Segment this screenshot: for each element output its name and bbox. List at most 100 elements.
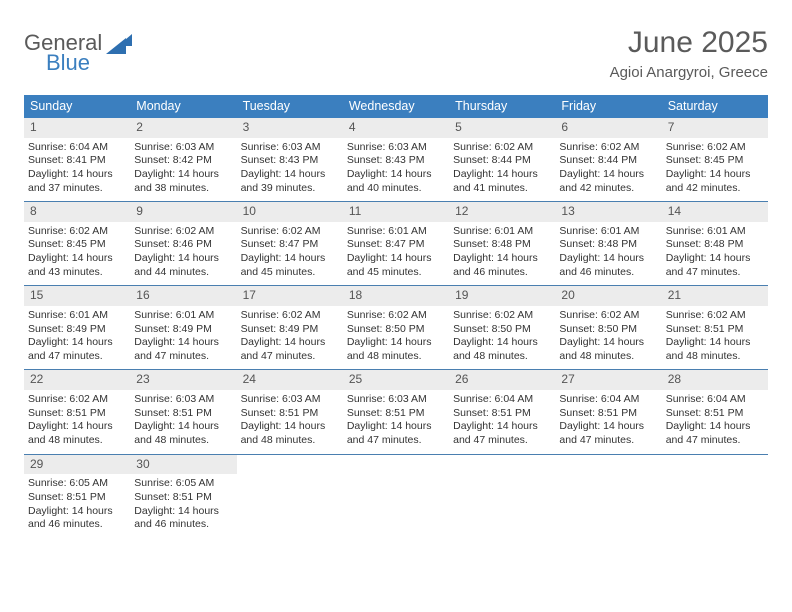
daylight-text: Daylight: 14 hours [28, 505, 126, 519]
daylight-text: and 43 minutes. [28, 266, 126, 280]
calendar-week: 1Sunrise: 6:04 AMSunset: 8:41 PMDaylight… [24, 118, 768, 201]
logo: General Blue [24, 26, 134, 74]
daylight-text: Daylight: 14 hours [666, 336, 764, 350]
daylight-text: Daylight: 14 hours [453, 168, 551, 182]
calendar-cell: 22Sunrise: 6:02 AMSunset: 8:51 PMDayligh… [24, 370, 130, 453]
calendar-cell: 20Sunrise: 6:02 AMSunset: 8:50 PMDayligh… [555, 286, 661, 369]
sunrise-text: Sunrise: 6:02 AM [453, 141, 551, 155]
daylight-text: Daylight: 14 hours [28, 168, 126, 182]
daylight-text: and 48 minutes. [453, 350, 551, 364]
sunset-text: Sunset: 8:43 PM [347, 154, 445, 168]
day-header: Sunday [24, 95, 130, 118]
daylight-text: and 42 minutes. [666, 182, 764, 196]
sunset-text: Sunset: 8:51 PM [666, 323, 764, 337]
sunset-text: Sunset: 8:45 PM [28, 238, 126, 252]
day-number: 10 [237, 202, 343, 222]
calendar-cell: 19Sunrise: 6:02 AMSunset: 8:50 PMDayligh… [449, 286, 555, 369]
sunset-text: Sunset: 8:47 PM [347, 238, 445, 252]
sunrise-text: Sunrise: 6:04 AM [453, 393, 551, 407]
calendar-cell: 9Sunrise: 6:02 AMSunset: 8:46 PMDaylight… [130, 202, 236, 285]
calendar-cell: 17 Sunrise: 6:02 AMSunset: 8:49 PMDayligh… [237, 286, 343, 369]
daylight-text: Daylight: 14 hours [134, 252, 232, 266]
sunrise-text: Sunrise: 6:02 AM [28, 393, 126, 407]
calendar-cell-empty [237, 455, 343, 538]
day-number: 25 [343, 370, 449, 390]
sunset-text: Sunset: 8:44 PM [559, 154, 657, 168]
sunrise-text: Sunrise: 6:02 AM [241, 309, 339, 323]
sunset-text: Sunset: 8:50 PM [559, 323, 657, 337]
day-number: 5 [449, 118, 555, 138]
sunset-text: Sunset: 8:51 PM [28, 407, 126, 421]
daylight-text: Daylight: 14 hours [241, 336, 339, 350]
day-number: 18 [343, 286, 449, 306]
header: General Blue June 2025 Agioi Anargyroi, … [24, 26, 768, 81]
daylight-text: Daylight: 14 hours [241, 420, 339, 434]
daylight-text: Daylight: 14 hours [347, 336, 445, 350]
daylight-text: and 46 minutes. [453, 266, 551, 280]
sunrise-text: Sunrise: 6:01 AM [666, 225, 764, 239]
day-number: 11 [343, 202, 449, 222]
sunrise-text: Sunrise: 6:03 AM [134, 141, 232, 155]
logo-line2: Blue [46, 52, 102, 74]
daylight-text: Daylight: 14 hours [134, 336, 232, 350]
daylight-text: and 38 minutes. [134, 182, 232, 196]
day-number: 21 [662, 286, 768, 306]
day-number: 8 [24, 202, 130, 222]
calendar-cell: 6Sunrise: 6:02 AMSunset: 8:44 PMDaylight… [555, 118, 661, 201]
daylight-text: and 45 minutes. [241, 266, 339, 280]
calendar-cell-empty [555, 455, 661, 538]
daylight-text: Daylight: 14 hours [28, 252, 126, 266]
sunset-text: Sunset: 8:47 PM [241, 238, 339, 252]
sunset-text: Sunset: 8:51 PM [134, 407, 232, 421]
day-number: 12 [449, 202, 555, 222]
calendar-cell-empty [662, 455, 768, 538]
day-number: 27 [555, 370, 661, 390]
sunset-text: Sunset: 8:48 PM [453, 238, 551, 252]
calendar-cell: 13Sunrise: 6:01 AMSunset: 8:48 PMDayligh… [555, 202, 661, 285]
sunrise-text: Sunrise: 6:04 AM [559, 393, 657, 407]
sunset-text: Sunset: 8:51 PM [453, 407, 551, 421]
calendar-cell: 3Sunrise: 6:03 AMSunset: 8:43 PMDaylight… [237, 118, 343, 201]
daylight-text: and 37 minutes. [28, 182, 126, 196]
daylight-text: and 42 minutes. [559, 182, 657, 196]
daylight-text: Daylight: 14 hours [453, 336, 551, 350]
day-number: 17 [237, 286, 343, 306]
sunset-text: Sunset: 8:44 PM [453, 154, 551, 168]
calendar-cell: 21 Sunrise: 6:02 AMSunset: 8:51 PMDayligh… [662, 286, 768, 369]
day-number: 7 [662, 118, 768, 138]
daylight-text: Daylight: 14 hours [347, 252, 445, 266]
day-number: 16 [130, 286, 236, 306]
day-number: 13 [555, 202, 661, 222]
day-number: 23 [130, 370, 236, 390]
daylight-text: and 48 minutes. [559, 350, 657, 364]
daylight-text: and 48 minutes. [28, 434, 126, 448]
calendar-header-row: SundayMondayTuesdayWednesdayThursdayFrid… [24, 95, 768, 118]
daylight-text: Daylight: 14 hours [559, 420, 657, 434]
calendar-cell: 1Sunrise: 6:04 AMSunset: 8:41 PMDaylight… [24, 118, 130, 201]
daylight-text: and 40 minutes. [347, 182, 445, 196]
day-number: 19 [449, 286, 555, 306]
daylight-text: Daylight: 14 hours [347, 168, 445, 182]
daylight-text: and 47 minutes. [134, 350, 232, 364]
daylight-text: Daylight: 14 hours [559, 252, 657, 266]
day-number: 2 [130, 118, 236, 138]
sunset-text: Sunset: 8:49 PM [134, 323, 232, 337]
day-number: 30 [130, 455, 236, 475]
location: Agioi Anargyroi, Greece [610, 64, 768, 81]
day-number: 24 [237, 370, 343, 390]
sunrise-text: Sunrise: 6:05 AM [28, 477, 126, 491]
calendar-cell: 8Sunrise: 6:02 AMSunset: 8:45 PMDaylight… [24, 202, 130, 285]
daylight-text: Daylight: 14 hours [28, 420, 126, 434]
calendar-cell: 29Sunrise: 6:05 AMSunset: 8:51 PMDayligh… [24, 455, 130, 538]
calendar-cell: 28Sunrise: 6:04 AMSunset: 8:51 PMDayligh… [662, 370, 768, 453]
daylight-text: and 48 minutes. [241, 434, 339, 448]
calendar-cell: 15Sunrise: 6:01 AMSunset: 8:49 PMDayligh… [24, 286, 130, 369]
sunrise-text: Sunrise: 6:02 AM [347, 309, 445, 323]
sunset-text: Sunset: 8:49 PM [241, 323, 339, 337]
sunrise-text: Sunrise: 6:02 AM [666, 309, 764, 323]
sunrise-text: Sunrise: 6:04 AM [28, 141, 126, 155]
daylight-text: Daylight: 14 hours [453, 420, 551, 434]
day-header: Wednesday [343, 95, 449, 118]
sunrise-text: Sunrise: 6:03 AM [241, 393, 339, 407]
calendar-cell-empty [343, 455, 449, 538]
